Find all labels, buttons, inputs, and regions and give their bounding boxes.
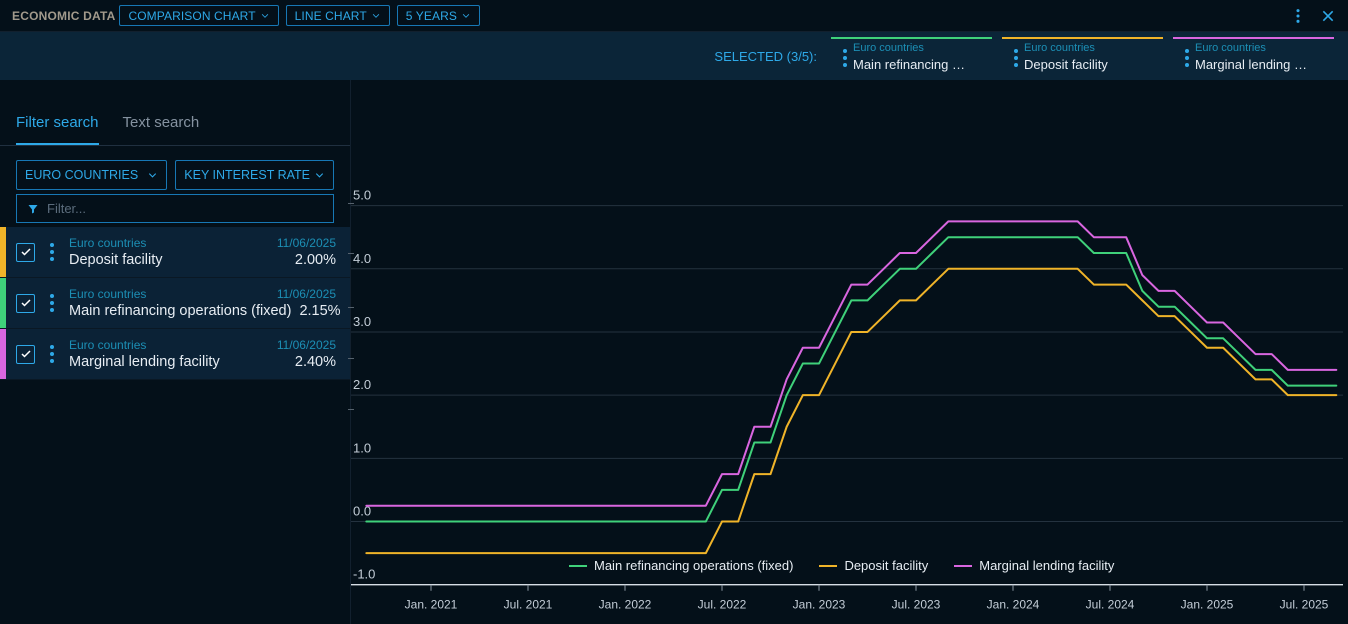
- svg-text:Jul. 2024: Jul. 2024: [1086, 598, 1135, 612]
- svg-text:1.0: 1.0: [353, 440, 371, 455]
- svg-text:Jan. 2024: Jan. 2024: [987, 598, 1040, 612]
- svg-text:Jan. 2021: Jan. 2021: [405, 598, 458, 612]
- svg-text:Jul. 2025: Jul. 2025: [1280, 598, 1329, 612]
- svg-text:4.0: 4.0: [353, 251, 371, 266]
- svg-text:Jul. 2021: Jul. 2021: [504, 598, 553, 612]
- svg-text:3.0: 3.0: [353, 314, 371, 329]
- svg-text:-1.0: -1.0: [353, 567, 375, 582]
- svg-text:Jul. 2022: Jul. 2022: [698, 598, 747, 612]
- svg-text:2.0: 2.0: [353, 377, 371, 392]
- svg-text:Jan. 2023: Jan. 2023: [793, 598, 846, 612]
- svg-text:5.0: 5.0: [353, 188, 371, 203]
- svg-text:Jan. 2022: Jan. 2022: [599, 598, 652, 612]
- svg-text:Jul. 2023: Jul. 2023: [892, 598, 941, 612]
- svg-text:Jan. 2025: Jan. 2025: [1181, 598, 1234, 612]
